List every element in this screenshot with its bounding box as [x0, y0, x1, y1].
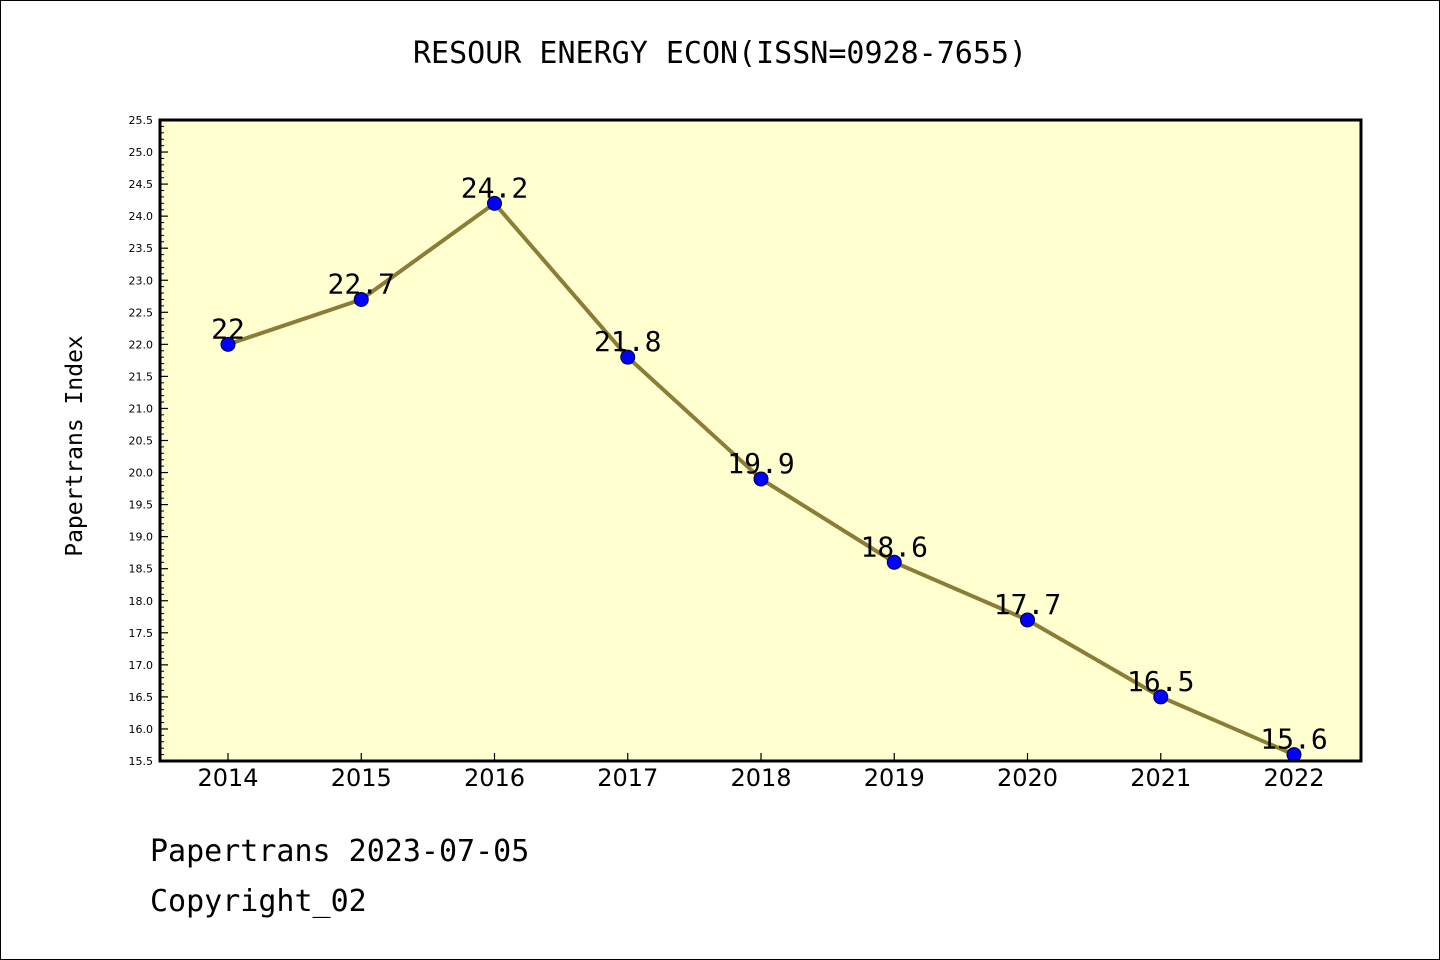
x-tick-label: 2018	[730, 764, 791, 792]
data-label: 15.6	[1260, 723, 1327, 756]
y-tick-label: 24.5	[129, 178, 154, 191]
data-point	[220, 336, 236, 352]
y-tick-label: 16.5	[129, 691, 154, 704]
x-tick-label: 2022	[1263, 764, 1324, 792]
y-tick-label: 17.0	[129, 659, 154, 672]
plot-area	[160, 120, 1361, 761]
data-point	[1020, 612, 1035, 628]
y-tick-label: 23.0	[129, 274, 154, 287]
y-tick-label: 21.5	[129, 370, 154, 383]
y-tick-label: 20.5	[129, 435, 154, 448]
plot-border	[158, 118, 1363, 763]
x-tick-label: 2019	[864, 764, 925, 792]
x-tick-label: 2020	[997, 764, 1058, 792]
y-tick-label: 18.5	[129, 563, 154, 576]
data-point	[886, 554, 902, 570]
y-tick-label: 25.0	[129, 146, 154, 159]
y-tick-label: 22.0	[129, 338, 154, 351]
data-label: 24.2	[461, 171, 528, 204]
y-tick-label: 19.0	[129, 531, 154, 544]
x-tick-label: 2016	[464, 764, 525, 792]
data-label: 22.7	[328, 267, 395, 300]
data-labels: 22 22.7 24.2 21.8 19.9 18.6 17.7 16.5 15.6	[211, 171, 1328, 755]
y-tick-label: 19.5	[129, 499, 154, 512]
y-axis-ticks: 15.5 16.0 16.5 17.0 17.5 18.0 18.5 19.0 19.5 20.0…	[129, 114, 168, 768]
data-label: 21.8	[594, 325, 661, 358]
data-point	[1153, 689, 1169, 705]
x-tick-label: 2021	[1130, 764, 1191, 792]
x-tick-label: 2014	[197, 764, 258, 792]
series-markers	[220, 195, 1302, 763]
y-tick-label: 22.5	[129, 306, 154, 319]
data-point	[487, 195, 502, 211]
data-label: 16.5	[1127, 665, 1194, 698]
data-point	[353, 291, 369, 307]
y-tick-label: 15.5	[129, 755, 154, 768]
y-tick-label: 17.5	[129, 627, 154, 640]
y-tick-label: 25.5	[129, 114, 154, 127]
data-label: 18.6	[861, 530, 928, 563]
data-point	[620, 349, 636, 365]
footer-source-date: Papertrans 2023-07-05	[150, 834, 530, 869]
y-tick-label: 16.0	[129, 723, 154, 736]
data-label: 19.9	[727, 447, 794, 480]
x-tick-label: 2017	[597, 764, 658, 792]
data-point	[753, 471, 769, 487]
y-tick-label: 18.0	[129, 595, 154, 608]
chart-title: RESOUR ENERGY ECON(ISSN=0928-7655)	[412, 36, 1028, 71]
y-tick-label: 21.0	[129, 402, 154, 415]
data-label: 17.7	[994, 588, 1061, 621]
y-tick-label: 20.0	[129, 467, 154, 480]
y-tick-label: 24.0	[129, 210, 154, 223]
x-tick-label: 2015	[331, 764, 392, 792]
data-label: 22	[211, 312, 245, 345]
y-tick-label: 23.5	[129, 242, 154, 255]
footer-copyright: Copyright_02	[150, 884, 367, 919]
x-axis-ticks: 2014 2015 2016 2017 2018 2019 2020 2021 2022	[197, 753, 1325, 792]
